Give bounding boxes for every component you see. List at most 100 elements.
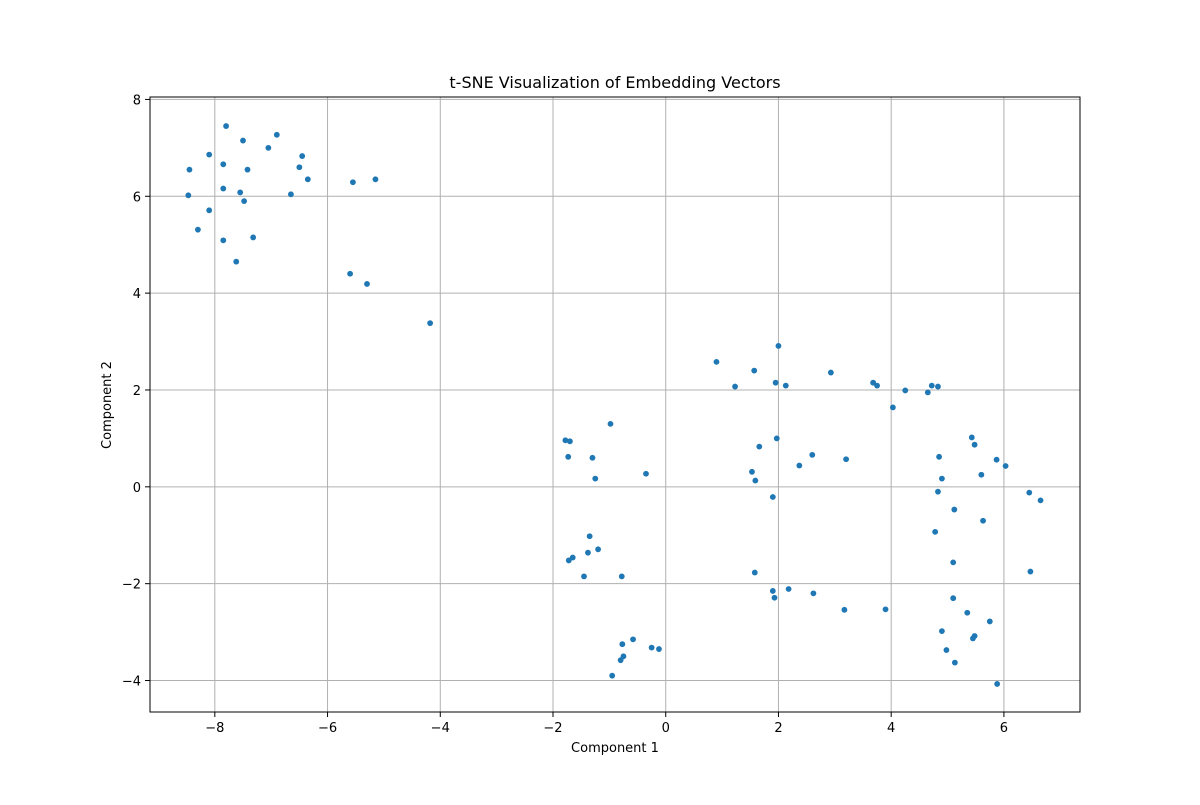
data-point [978, 471, 985, 478]
data-point [751, 367, 758, 374]
data-point [772, 379, 779, 386]
data-point [713, 358, 720, 365]
data-point [562, 437, 569, 444]
data-point [364, 281, 370, 287]
data-point [565, 557, 572, 564]
data-point [565, 453, 572, 460]
x-axis-label: Component 1 [571, 741, 659, 756]
data-point [1037, 497, 1044, 504]
data-point [304, 176, 311, 183]
data-point [595, 546, 601, 553]
x-tick-label: 2 [774, 721, 782, 736]
y-tick-label: 8 [133, 93, 141, 108]
data-point [936, 453, 942, 460]
data-point [581, 573, 587, 580]
x-tick-label: −2 [543, 721, 562, 736]
data-point [220, 185, 227, 192]
data-point [195, 226, 201, 233]
data-point [751, 569, 758, 576]
data-point [769, 494, 776, 500]
data-point [771, 594, 778, 601]
data-point [769, 588, 776, 594]
y-tick-label: 0 [133, 481, 141, 496]
data-point [775, 343, 782, 349]
data-point [939, 628, 945, 635]
data-point [843, 456, 849, 463]
data-point [971, 441, 978, 448]
data-point [810, 590, 817, 597]
data-point [732, 383, 738, 390]
data-point [889, 404, 896, 411]
data-point [186, 166, 193, 173]
data-point [648, 644, 655, 651]
data-point [968, 434, 975, 441]
data-point [951, 506, 958, 513]
data-point [1026, 489, 1033, 496]
data-point [773, 435, 780, 442]
x-tick-label: 6 [1000, 721, 1008, 736]
data-point [643, 470, 649, 477]
data-point [250, 234, 257, 241]
data-point [939, 475, 945, 482]
data-point [994, 681, 1001, 687]
data-point [782, 382, 789, 389]
data-point [619, 641, 626, 648]
data-point [1002, 463, 1009, 469]
data-point [986, 618, 993, 625]
data-point [220, 161, 227, 168]
data-point [993, 456, 1000, 463]
x-tick-label: −4 [431, 721, 450, 736]
data-point [950, 595, 957, 602]
data-point [935, 383, 941, 390]
data-points [185, 123, 1044, 687]
data-point [841, 606, 848, 613]
data-point [607, 420, 614, 427]
data-point [932, 528, 939, 535]
data-point [273, 131, 280, 138]
data-point [372, 176, 379, 183]
data-point [796, 462, 803, 469]
data-point [1027, 568, 1034, 575]
data-point [206, 207, 213, 214]
data-point [882, 606, 889, 613]
grid-lines [150, 97, 1080, 712]
y-tick-label: 2 [133, 384, 141, 399]
data-point [220, 237, 227, 244]
data-point [585, 549, 591, 556]
data-point [980, 517, 986, 524]
data-point [350, 179, 356, 186]
data-point [233, 258, 240, 265]
x-tick-label: −6 [318, 721, 337, 736]
data-point [592, 475, 599, 482]
data-point [586, 533, 593, 540]
data-point [589, 454, 596, 461]
y-tick-label: −2 [122, 578, 141, 593]
data-point [752, 477, 759, 484]
x-tick-label: −8 [205, 721, 224, 736]
axis-ticks: −8 −6 −4 −2 0 2 4 6 −4 −2 0 2 4 6 8 [122, 93, 1008, 736]
data-point [299, 153, 306, 159]
data-point [951, 659, 958, 666]
data-point [827, 369, 834, 376]
data-point [950, 559, 957, 566]
data-point [809, 451, 816, 458]
data-point [935, 488, 941, 495]
data-point [244, 166, 251, 173]
data-point [609, 672, 616, 679]
data-point [630, 636, 636, 643]
data-point [237, 189, 244, 196]
data-point [924, 389, 931, 396]
data-point [296, 164, 303, 171]
data-point [756, 443, 763, 450]
data-point [223, 123, 229, 129]
data-point [185, 192, 192, 199]
data-point [206, 151, 213, 158]
data-point [749, 468, 755, 475]
data-point [943, 647, 950, 653]
data-point [265, 144, 272, 151]
y-tick-label: 4 [133, 287, 141, 302]
data-point [618, 573, 625, 580]
data-point [656, 646, 662, 652]
